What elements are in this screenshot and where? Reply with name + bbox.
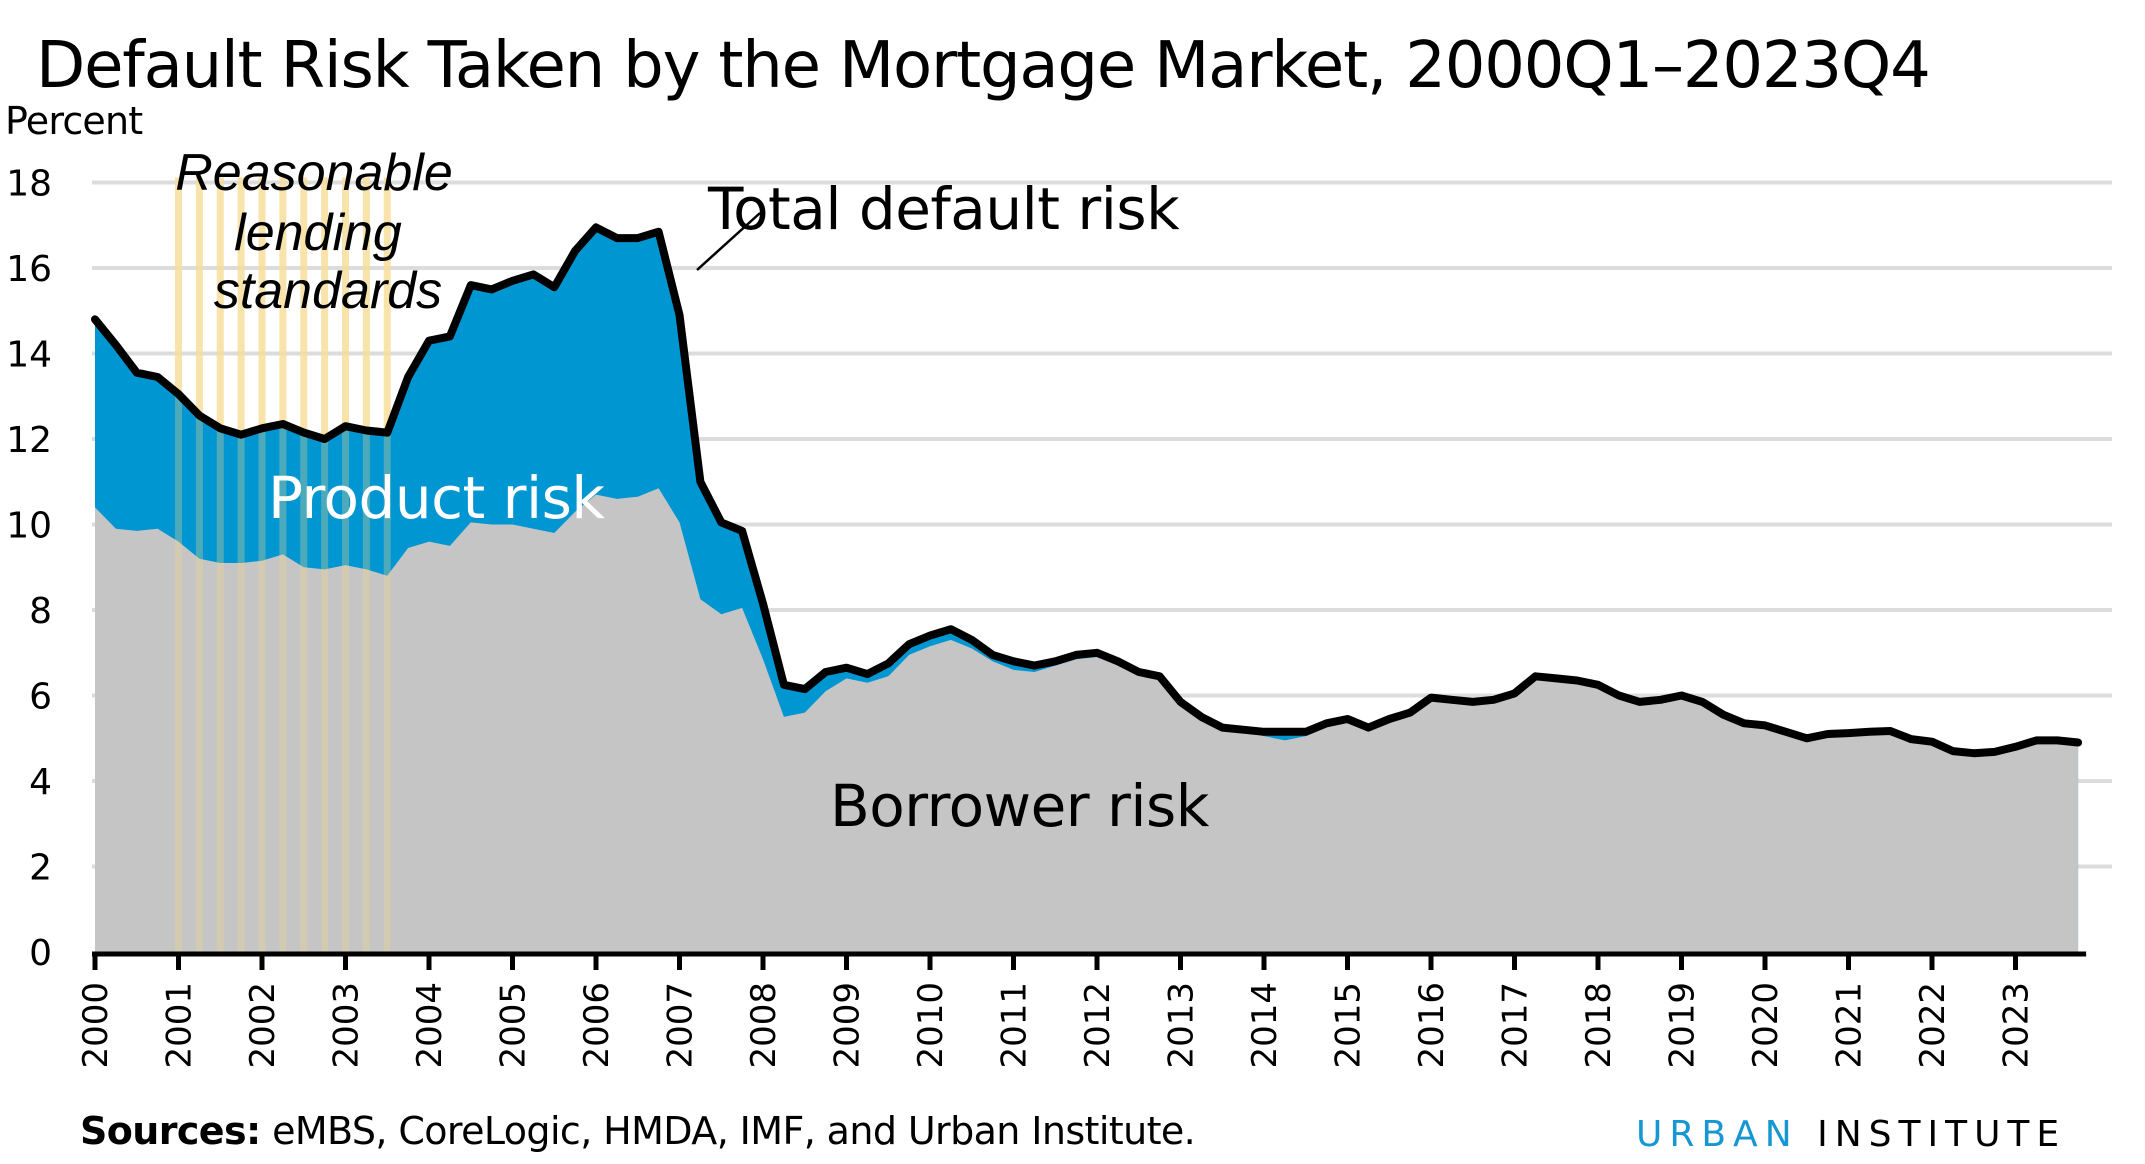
y-axis-label: Percent bbox=[5, 99, 143, 143]
x-tick-label: 2007 bbox=[661, 982, 701, 1069]
y-tick-label: 16 bbox=[6, 249, 52, 290]
x-tick-label: 2002 bbox=[243, 982, 283, 1069]
x-tick-label: 2022 bbox=[1913, 982, 1953, 1069]
y-tick-label: 12 bbox=[6, 420, 52, 461]
x-tick-label: 2004 bbox=[410, 982, 450, 1069]
y-axis-ticks: 0 2 4 6 8 10 12 14 16 18 bbox=[6, 164, 52, 975]
sources-note: Sources: eMBS, CoreLogic, HMDA, IMF, and… bbox=[80, 1108, 1196, 1154]
x-tick-label: 2001 bbox=[160, 982, 200, 1069]
annotation-reasonable-line-1: Reasonable bbox=[175, 144, 453, 202]
x-tick-label: 2016 bbox=[1412, 982, 1452, 1069]
logo-urban: URBAN bbox=[1636, 1114, 1799, 1155]
x-tick-label: 2017 bbox=[1496, 982, 1536, 1069]
x-tick-label: 2021 bbox=[1830, 982, 1870, 1069]
total-default-risk-line bbox=[91, 223, 2083, 758]
logo-institute: INSTITUTE bbox=[1817, 1114, 2067, 1155]
borrower-risk-area bbox=[95, 488, 2079, 952]
annotation-product-risk: Product risk bbox=[268, 464, 605, 532]
x-tick-label: 2019 bbox=[1663, 982, 1703, 1069]
x-tick-label: 2000 bbox=[76, 982, 116, 1069]
annotation-reasonable-line-3: standards bbox=[214, 262, 442, 320]
sources-label: Sources: bbox=[80, 1109, 261, 1153]
x-tick-label: 2020 bbox=[1746, 982, 1786, 1069]
y-tick-label: 2 bbox=[29, 848, 52, 889]
y-tick-label: 10 bbox=[6, 506, 52, 547]
y-tick-label: 18 bbox=[6, 164, 52, 205]
y-tick-label: 6 bbox=[29, 677, 52, 718]
y-tick-label: 8 bbox=[29, 591, 52, 632]
x-tick-label: 2005 bbox=[494, 982, 534, 1069]
x-axis: 2000 2001 2002 2003 2004 2005 2006 2007 2008 2009… bbox=[76, 951, 2087, 1069]
x-tick-label: 2018 bbox=[1579, 982, 1619, 1069]
x-tick-label: 2009 bbox=[828, 982, 868, 1069]
x-tick-label: 2012 bbox=[1078, 982, 1118, 1069]
y-tick-label: 14 bbox=[6, 335, 52, 376]
x-tick-label: 2014 bbox=[1245, 982, 1285, 1069]
x-tick-label: 2015 bbox=[1329, 982, 1369, 1069]
x-tick-label: 2013 bbox=[1162, 982, 1202, 1069]
y-tick-label: 0 bbox=[29, 933, 52, 974]
chart-title: Default Risk Taken by the Mortgage Marke… bbox=[36, 29, 1931, 103]
urban-institute-logo: URBAN INSTITUTE bbox=[1636, 1113, 2066, 1157]
x-tick-label: 2003 bbox=[327, 982, 367, 1069]
x-tick-label: 2006 bbox=[577, 982, 617, 1069]
x-tick-label: 2023 bbox=[1997, 982, 2037, 1069]
reasonable-lending-band-overlay bbox=[175, 177, 391, 952]
annotation-reasonable-line-2: lending bbox=[234, 204, 402, 262]
annotation-borrower-risk: Borrower risk bbox=[830, 772, 1210, 840]
x-tick-label: 2011 bbox=[995, 982, 1035, 1069]
x-tick-label: 2010 bbox=[911, 982, 951, 1069]
y-tick-label: 4 bbox=[29, 762, 52, 803]
x-tick-label: 2008 bbox=[744, 982, 784, 1069]
annotation-total-default-risk: Total default risk bbox=[707, 175, 1180, 243]
total-risk-leader-line bbox=[696, 212, 761, 271]
sources-text: eMBS, CoreLogic, HMDA, IMF, and Urban In… bbox=[260, 1109, 1196, 1153]
